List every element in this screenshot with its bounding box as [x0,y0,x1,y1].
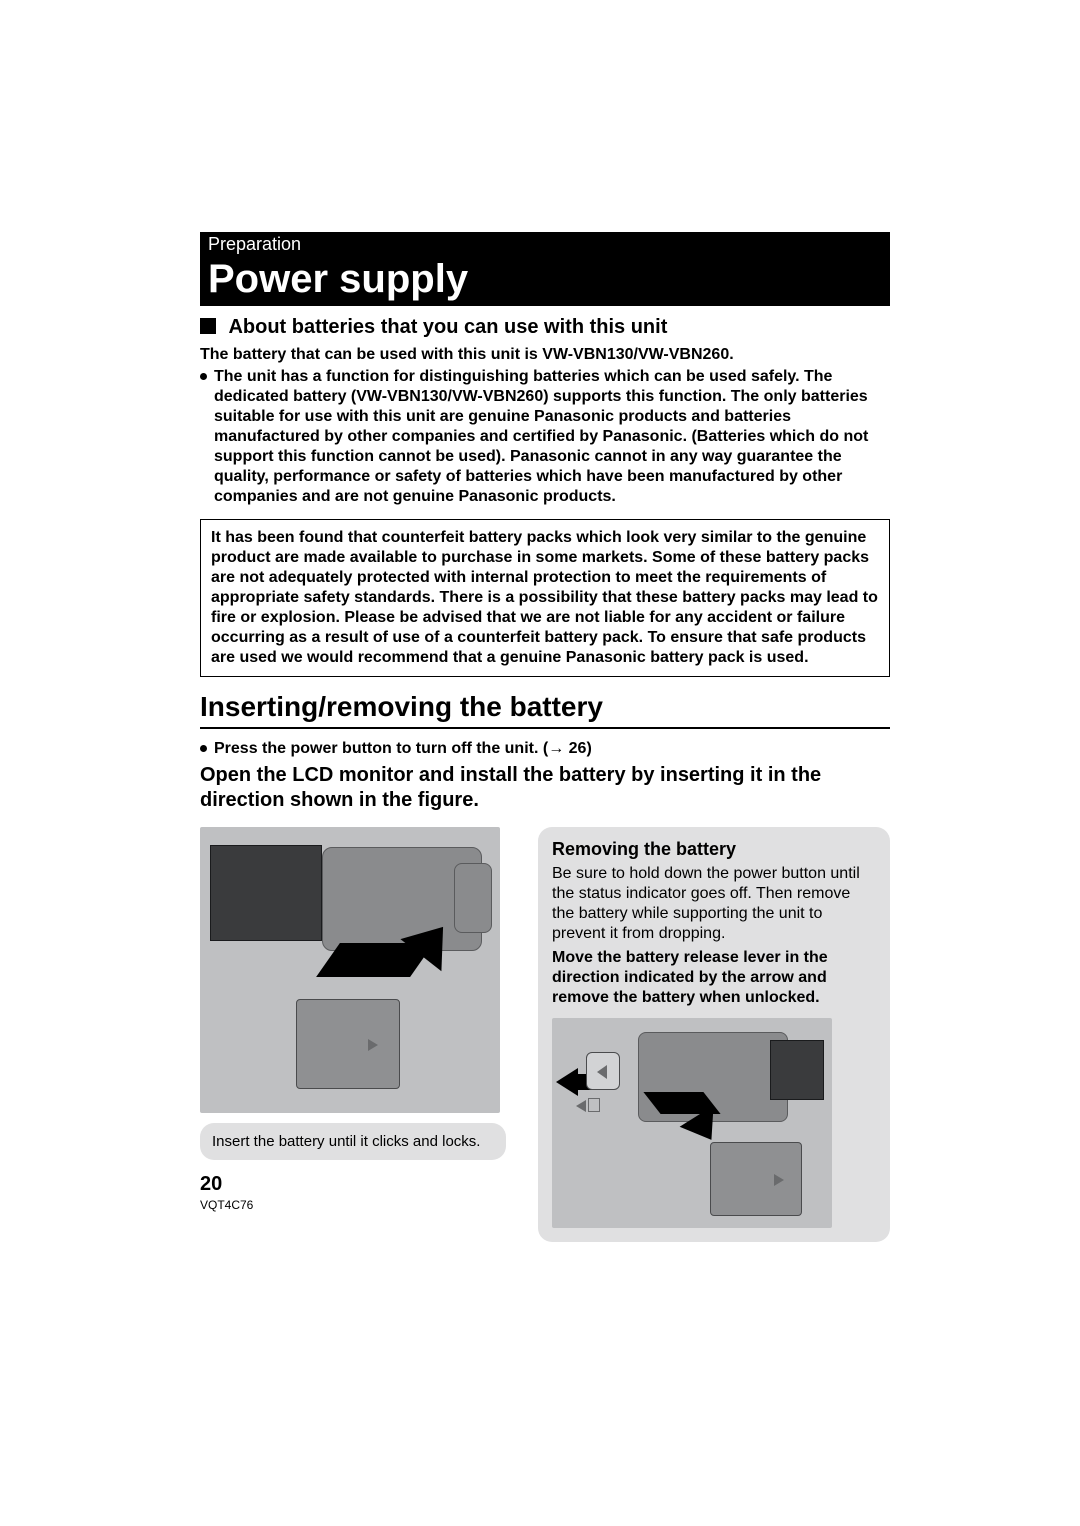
small-triangle-icon [576,1100,586,1112]
small-square-icon [588,1098,600,1112]
about-bullet-text: The unit has a function for distinguishi… [214,368,868,505]
counterfeit-warning-text: It has been found that counterfeit batte… [211,528,879,668]
battery-models-line: The battery that can be used with this u… [200,345,890,365]
insert-remove-heading: Inserting/removing the battery [200,691,890,723]
release-lever-shape [586,1052,620,1090]
battery-shape [296,999,400,1089]
insert-lead: Open the LCD monitor and install the bat… [200,763,890,813]
disc-bullet-icon [200,373,207,380]
manual-page: Preparation Power supply About batteries… [0,0,1080,1526]
title-bar: Power supply [200,257,890,306]
release-arrow-head-icon [556,1068,578,1096]
insert-caption: Insert the battery until it clicks and l… [200,1123,506,1160]
left-column: Insert the battery until it clicks and l… [200,827,520,1242]
camera-lens-shape [454,863,492,933]
document-code: VQT4C76 [200,1198,253,1212]
right-column: Removing the battery Be sure to hold dow… [538,827,890,1242]
about-heading: About batteries that you can use with th… [228,316,667,338]
press-power-note: Press the power button to turn off the u… [200,739,890,759]
page-title: Power supply [208,257,468,301]
section-label: Preparation [208,234,301,254]
insert-battery-illustration [200,827,500,1113]
disc-bullet-icon [200,745,207,752]
remove-heading: Removing the battery [552,839,876,860]
about-heading-row: About batteries that you can use with th… [200,316,890,339]
heading-underline [200,727,890,729]
remove-battery-illustration [552,1018,832,1228]
page-number: 20 [200,1173,222,1196]
lcd-screen-shape [210,845,322,941]
about-bullet: The unit has a function for distinguishi… [200,367,890,507]
battery-triangle-icon [774,1174,784,1186]
battery-triangle-icon [368,1039,378,1051]
two-column-layout: Insert the battery until it clicks and l… [200,827,890,1242]
remove-body-text: Be sure to hold down the power button un… [552,864,876,944]
lcd-screen-shape [770,1040,824,1100]
remove-battery-box: Removing the battery Be sure to hold dow… [538,827,890,1242]
battery-shape [710,1142,802,1216]
square-bullet-icon [200,318,216,334]
remove-bold-text: Move the battery release lever in the di… [552,948,876,1008]
lever-triangle-icon [597,1065,607,1079]
press-power-note-text: Press the power button to turn off the u… [214,740,592,757]
counterfeit-warning-box: It has been found that counterfeit batte… [200,519,890,677]
